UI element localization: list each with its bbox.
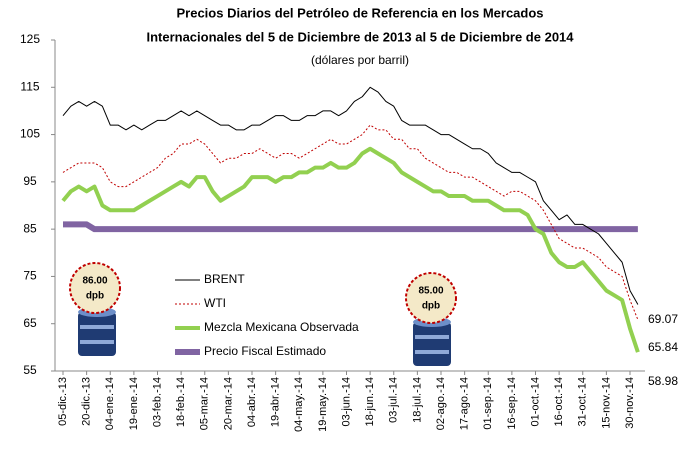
x-tick-label: 19-abr.-14 — [270, 377, 282, 427]
x-tick-label: 19-ene.-14 — [128, 377, 140, 430]
end-value-label: 69.07 — [648, 312, 678, 326]
x-tick-label: 18-feb.-14 — [175, 377, 187, 427]
x-tick-label: 20-mar.-14 — [222, 377, 234, 430]
x-tick-label: 01-oct.-14 — [529, 377, 541, 427]
y-tick-label: 105 — [20, 127, 40, 141]
y-tick-label: 55 — [23, 363, 37, 377]
y-tick-label: 95 — [23, 174, 37, 188]
x-tick-label: 01-sep.-14 — [482, 377, 494, 430]
chart-title: Precios Diarios del Petróleo de Referenc… — [176, 5, 543, 20]
y-tick-label: 85 — [23, 221, 37, 235]
annotation-label: 86.00 — [82, 276, 107, 287]
x-tick-label: 18-jun.-14 — [364, 377, 376, 427]
legend-label: WTI — [204, 296, 226, 310]
annotation-badge — [69, 262, 457, 324]
series-line — [61, 146, 640, 353]
end-value-label: 58.98 — [648, 374, 678, 388]
annotation-label: 85.00 — [418, 286, 443, 297]
x-tick-label: 31-oct.-14 — [577, 377, 589, 427]
y-tick-label: 65 — [23, 316, 37, 330]
y-tick-label: 125 — [20, 32, 40, 46]
series-line — [63, 221, 638, 233]
x-tick-label: 04-may.-14 — [293, 377, 305, 432]
y-tick-label: 115 — [20, 79, 39, 93]
x-tick-label: 04-ene.-14 — [104, 377, 116, 430]
y-tick-label: 75 — [23, 269, 37, 283]
x-tick-label: 30-nov.-14 — [624, 377, 636, 429]
series-line — [62, 124, 639, 320]
series-line — [62, 86, 639, 305]
x-tick-label: 03-jul.-14 — [388, 377, 400, 423]
x-tick-label: 05-mar.-14 — [199, 377, 211, 430]
x-tick-label: 15-nov.-14 — [600, 377, 612, 429]
legend-label: Precio Fiscal Estimado — [204, 344, 326, 358]
x-tick-label: 04-abr.-14 — [246, 377, 258, 427]
legend-label: BRENT — [204, 272, 245, 286]
x-tick-label: 19-may.-14 — [317, 377, 329, 432]
end-value-label: 65.84 — [648, 340, 678, 354]
x-tick-label: 02-ago.-14 — [435, 377, 447, 430]
annotation-label: dpb — [86, 291, 104, 302]
x-tick-label: 03-jun.-14 — [340, 377, 352, 427]
chart-title: Internacionales del 5 de Diciembre de 20… — [146, 29, 574, 44]
x-tick-label: 03-feb.-14 — [151, 377, 163, 427]
legend-label: Mezcla Mexicana Observada — [204, 320, 359, 334]
x-tick-label: 18-jul.-14 — [411, 377, 423, 423]
x-tick-label: 17-ago.-14 — [459, 377, 471, 430]
x-tick-label: 20-dic.-13 — [81, 377, 93, 426]
x-tick-label: 16-oct.-14 — [553, 377, 565, 427]
annotation-label: dpb — [422, 301, 440, 312]
x-tick-label: 05-dic.-13 — [57, 377, 69, 426]
x-tick-label: 16-sep.-14 — [506, 377, 518, 430]
chart-subtitle: (dólares por barril) — [311, 53, 409, 67]
